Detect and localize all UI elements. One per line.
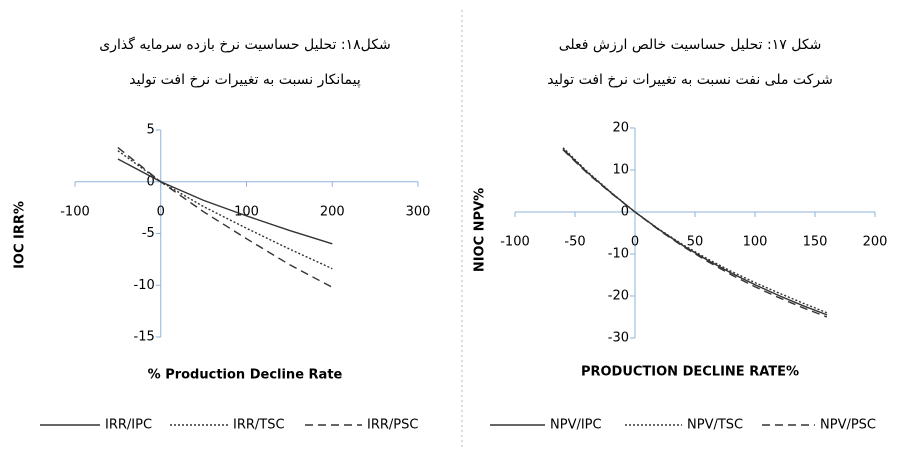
y-tick-label: 20 xyxy=(612,121,629,136)
y-tick-label: -30 xyxy=(608,331,629,346)
series-line xyxy=(117,147,333,288)
y-tick-label: 0 xyxy=(146,174,154,189)
x-tick-label: -100 xyxy=(60,204,90,219)
legend-label: NPV/TSC xyxy=(687,418,743,433)
x-axis-label: % Production Decline Rate xyxy=(148,368,343,383)
legend-label: NPV/IPC xyxy=(550,418,602,433)
x-tick-label: -50 xyxy=(564,235,585,250)
y-tick-label: -5 xyxy=(142,226,155,241)
chart-title: شکل ۱۷: تحلیل حساسیت خالص ارزش فعلی xyxy=(559,37,822,53)
x-tick-label: 200 xyxy=(320,204,345,219)
chart-title: شکل۱۸: تحلیل حساسیت نرخ بازده سرمایه گذا… xyxy=(99,36,390,53)
chart: شکل۱۸: تحلیل حساسیت نرخ بازده سرمایه گذا… xyxy=(13,36,431,433)
x-tick-label: 100 xyxy=(234,204,259,219)
y-axis-label: IOC IRR% xyxy=(13,201,28,269)
y-tick-label: 5 xyxy=(146,123,154,138)
x-tick-label: 150 xyxy=(803,235,828,250)
x-tick-label: -100 xyxy=(500,235,530,250)
y-tick-label: 0 xyxy=(621,205,629,220)
x-tick-label: 0 xyxy=(157,204,165,219)
x-axis-label: PRODUCTION DECLINE RATE% xyxy=(581,365,799,380)
series-line xyxy=(117,150,333,270)
series-line xyxy=(562,149,828,318)
y-tick-label: -20 xyxy=(608,289,629,304)
chart-title: پیمانکار نسبت به تغییرات نرخ افت تولید xyxy=(129,72,361,88)
x-tick-label: 0 xyxy=(631,235,639,250)
y-tick-label: -10 xyxy=(134,278,155,293)
chart-title: شرکت ملی نفت نسبت به تغییرات نرخ افت تول… xyxy=(547,72,833,88)
x-tick-label: 100 xyxy=(743,235,768,250)
series-line xyxy=(117,158,333,245)
x-tick-label: 200 xyxy=(863,235,888,250)
legend-label: IRR/TSC xyxy=(233,418,285,433)
x-tick-label: 50 xyxy=(687,235,704,250)
y-tick-label: -15 xyxy=(134,330,155,345)
legend-label: NPV/PSC xyxy=(820,418,876,433)
legend-label: IRR/IPC xyxy=(105,418,152,433)
legend-label: IRR/PSC xyxy=(367,418,418,433)
series-line xyxy=(562,148,828,316)
x-tick-label: 300 xyxy=(406,204,431,219)
series-line xyxy=(562,147,828,314)
y-tick-label: -10 xyxy=(608,247,629,262)
chart: شکل ۱۷: تحلیل حساسیت خالص ارزش فعلی شرکت … xyxy=(473,37,888,433)
y-axis-label: NIOC NPV% xyxy=(473,188,488,272)
y-tick-label: 10 xyxy=(612,163,629,178)
